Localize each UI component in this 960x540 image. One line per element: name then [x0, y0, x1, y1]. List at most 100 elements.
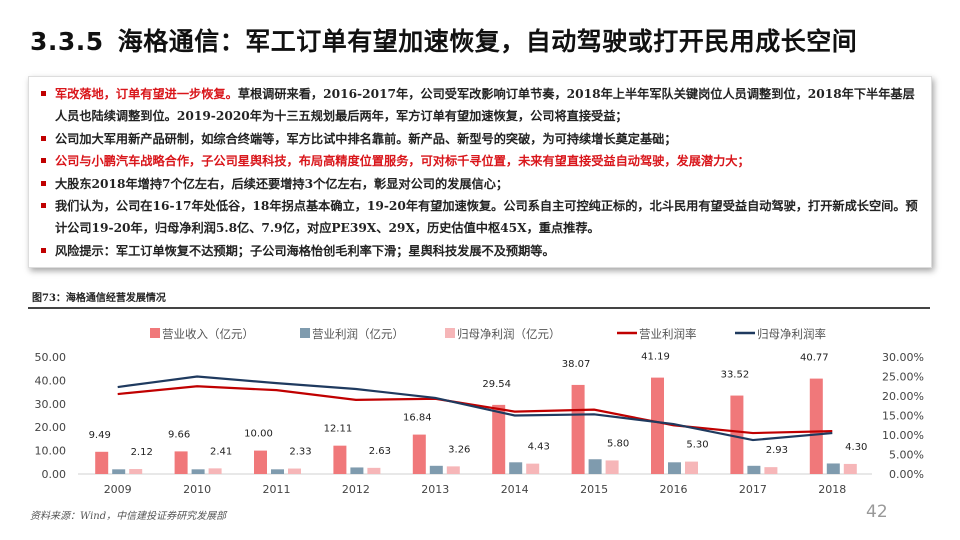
- bar-net-profit: [446, 466, 460, 474]
- data-label: 38.07: [562, 359, 591, 370]
- divider: [28, 307, 930, 309]
- left-tick-label: 10.00: [35, 445, 67, 458]
- bar-net-profit: [367, 467, 381, 474]
- bar-revenue: [412, 434, 426, 474]
- data-label: 2.33: [289, 447, 311, 458]
- right-tick-label: 15.00%: [882, 410, 924, 423]
- right-tick-label: 25.00%: [882, 371, 924, 384]
- bar-operating-profit: [112, 469, 126, 474]
- left-tick-label: 30.00: [35, 398, 67, 411]
- data-label: 10.00: [244, 429, 273, 440]
- page-number: 42: [866, 502, 888, 522]
- bar-net-profit: [208, 468, 222, 474]
- source-note: 资料来源：Wind，中信建投证券研究发展部: [30, 511, 227, 522]
- x-tick-label: 2018: [818, 483, 846, 496]
- x-tick-label: 2014: [501, 483, 529, 496]
- bullet-item: 风险提示：军工订单恢复不达预期；子公司海格怡创毛利率下滑；星舆科技发展不及预期等…: [41, 240, 921, 262]
- bar-revenue: [730, 395, 744, 474]
- bar-net-profit: [129, 469, 143, 474]
- bar-revenue: [651, 377, 664, 474]
- legend-label: 营业收入（亿元）: [162, 327, 254, 341]
- bar-net-profit: [764, 467, 778, 474]
- bar-operating-profit: [191, 469, 205, 474]
- line-operating-margin: [117, 385, 833, 435]
- bar-operating-profit: [588, 459, 602, 474]
- data-label: 2.63: [369, 446, 391, 457]
- bullet-item: 我们认为，公司在16-17年处低谷，18年拐点基本确立，19-20年有望加速恢复…: [41, 195, 921, 240]
- x-tick-label: 2017: [739, 483, 767, 496]
- data-label: 4.43: [528, 442, 550, 453]
- page-title: 3.3.5 海格通信：军工订单有望加速恢复，自动驾驶或打开民用成长空间: [30, 27, 858, 56]
- bar-net-profit: [605, 460, 619, 474]
- bar-revenue: [809, 378, 823, 474]
- bar-operating-profit: [668, 462, 681, 474]
- left-tick-label: 50.00: [35, 351, 67, 364]
- bullet-text: 草根调研来看，2016-2017年，公司受军改影响订单节奏，2018年上半年军队…: [55, 87, 915, 124]
- legend-label: 归母净利润率: [757, 327, 826, 341]
- bar-net-profit: [288, 468, 301, 474]
- bar-net-profit: [843, 463, 857, 474]
- data-label: 9.66: [168, 429, 190, 440]
- bar-revenue: [492, 404, 506, 474]
- right-tick-label: 20.00%: [882, 390, 924, 403]
- bar-revenue: [254, 450, 267, 474]
- data-label: 3.26: [448, 444, 470, 455]
- x-tick-label: 2009: [104, 483, 132, 496]
- bar-revenue: [571, 384, 585, 474]
- right-tick-label: 5.00%: [889, 449, 924, 462]
- legend-swatch: [150, 328, 160, 338]
- x-tick-label: 2010: [183, 483, 211, 496]
- bar-revenue: [174, 451, 188, 474]
- right-tick-label: 30.00%: [882, 351, 924, 364]
- data-label: 29.54: [482, 379, 511, 390]
- bar-revenue: [333, 445, 347, 474]
- x-tick-label: 2016: [660, 483, 688, 496]
- data-label: 12.11: [324, 424, 353, 435]
- data-label: 9.49: [89, 430, 111, 441]
- legend-swatch: [300, 328, 310, 338]
- x-tick-label: 2012: [342, 483, 370, 496]
- x-tick-label: 2013: [421, 483, 449, 496]
- data-label: 5.30: [686, 440, 708, 451]
- bar-operating-profit: [509, 462, 523, 474]
- bar-operating-profit: [429, 465, 443, 474]
- bar-net-profit: [526, 463, 540, 474]
- summary-box: 军改落地，订单有望进一步恢复。草根调研来看，2016-2017年，公司受军改影响…: [28, 76, 932, 268]
- data-label: 2.41: [210, 446, 232, 457]
- data-label: 5.80: [607, 438, 629, 449]
- x-tick-label: 2011: [263, 483, 291, 496]
- data-label: 16.84: [403, 413, 432, 424]
- legend-label: 营业利润（亿元）: [312, 327, 404, 341]
- data-label: 4.30: [845, 442, 867, 453]
- left-tick-label: 40.00: [35, 374, 67, 387]
- right-tick-label: 0.00%: [889, 468, 924, 481]
- legend-label: 营业利润率: [639, 327, 697, 341]
- bullet-item: 公司与小鹏汽车战略合作，子公司星舆科技，布局高精度位置服务，可对标千寻位置，未来…: [41, 150, 921, 172]
- data-label: 2.12: [131, 447, 153, 458]
- bullet-item: 军改落地，订单有望进一步恢复。草根调研来看，2016-2017年，公司受军改影响…: [41, 83, 921, 128]
- legend-label: 归母净利润（亿元）: [457, 327, 561, 341]
- left-tick-label: 0.00: [42, 468, 67, 481]
- bar-revenue: [95, 451, 109, 474]
- bullet-item: 大股东2018年增持7个亿左右，后续还要增持3个亿左右，彰显对公司的发展信心；: [41, 173, 921, 195]
- bar-operating-profit: [747, 465, 761, 474]
- data-label: 2.93: [766, 445, 788, 456]
- bullet-text: 风险提示：军工订单恢复不达预期；子公司海格怡创毛利率下滑；星舆科技发展不及预期等…: [55, 243, 555, 258]
- bullet-text: 大股东2018年增持7个亿左右，后续还要增持3个亿左右，彰显对公司的发展信心；: [55, 176, 509, 191]
- bullet-highlight: 军改落地，订单有望进一步恢复。: [55, 87, 238, 101]
- bar-operating-profit: [271, 469, 284, 474]
- right-tick-label: 10.00%: [882, 429, 924, 442]
- line-net-margin: [117, 375, 833, 442]
- bullet-item: 公司加大军用新产品研制，如综合终端等，军方比试中排名靠前。新产品、新型号的突破，…: [41, 128, 921, 150]
- data-label: 40.77: [800, 353, 829, 364]
- bullet-highlight: 公司与小鹏汽车战略合作，子公司星舆科技，布局高精度位置服务，可对标千寻位置，未来…: [55, 154, 750, 169]
- left-tick-label: 20.00: [35, 421, 67, 434]
- legend-swatch: [445, 328, 455, 338]
- x-tick-label: 2015: [580, 483, 608, 496]
- bullet-list: 军改落地，订单有望进一步恢复。草根调研来看，2016-2017年，公司受军改影响…: [29, 83, 931, 262]
- bar-operating-profit: [350, 467, 364, 474]
- bullet-text: 公司加大军用新产品研制，如综合终端等，军方比试中排名靠前。新产品、新型号的突破，…: [55, 131, 677, 146]
- bar-operating-profit: [826, 463, 840, 474]
- data-label: 33.52: [721, 370, 750, 381]
